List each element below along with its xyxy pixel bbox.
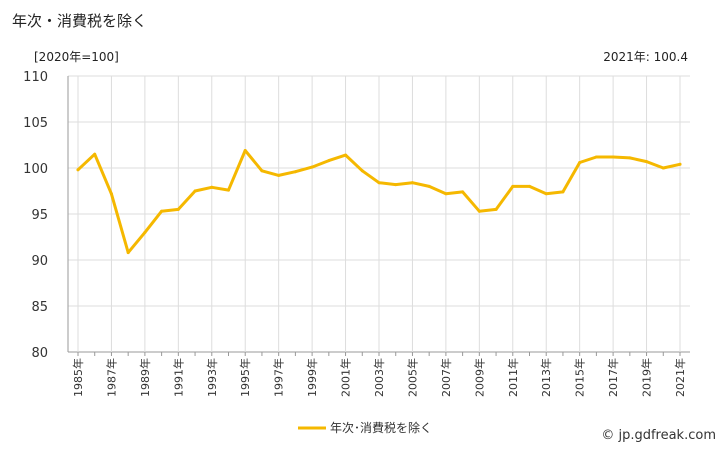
data-point (293, 170, 297, 174)
data-point (661, 166, 665, 170)
data-point (109, 192, 113, 196)
y-tick-label: 105 (23, 116, 48, 131)
data-point (628, 156, 632, 160)
y-tick-label: 90 (31, 254, 48, 269)
data-point (645, 160, 649, 164)
x-tick-label: 2007年 (439, 358, 453, 397)
x-tick-label: 2013年 (539, 358, 553, 397)
data-point (310, 165, 314, 169)
y-axis: 80 85 90 95 100 105 110 (23, 70, 48, 361)
data-point (377, 181, 381, 185)
data-point (160, 209, 164, 213)
data-point (394, 183, 398, 187)
legend: 年次･消費税を除く (298, 420, 432, 435)
x-tick-label: 1991年 (171, 358, 185, 397)
data-point (176, 207, 180, 211)
x-tick-label: 2015年 (573, 358, 587, 397)
data-point (360, 169, 364, 173)
data-point (327, 159, 331, 163)
data-point (210, 185, 214, 189)
data-point (594, 155, 598, 159)
x-tick-label: 2011年 (506, 358, 520, 397)
data-point (243, 149, 247, 152)
data-point (561, 190, 565, 194)
latest-value-note: 2021年: 100.4 (603, 50, 688, 64)
data-point (477, 209, 481, 213)
source-credit: © jp.gdfreak.com (601, 428, 716, 443)
data-point (410, 181, 414, 185)
data-point (143, 230, 147, 234)
data-point (528, 184, 531, 188)
data-point (544, 192, 548, 196)
data-point (678, 162, 682, 166)
x-tick-label: 1985年 (71, 358, 85, 397)
data-point (444, 192, 448, 196)
y-tick-label: 80 (31, 346, 48, 361)
y-tick-label: 85 (31, 300, 48, 315)
x-tick-label: 1987年 (104, 358, 118, 397)
data-point (511, 184, 515, 188)
y-tick-label: 95 (31, 208, 48, 223)
data-point (578, 161, 582, 164)
x-tick-label: 1997年 (272, 358, 286, 397)
unit-label: [2020年=100] (34, 50, 119, 64)
y-tick-label: 100 (23, 162, 48, 177)
data-point (76, 168, 80, 172)
x-tick-label: 1993年 (205, 358, 219, 397)
data-point (277, 173, 281, 177)
grid-lines (67, 75, 690, 356)
x-tick-label: 1989年 (138, 358, 152, 397)
x-tick-label: 1995年 (238, 358, 252, 397)
x-tick-label: 2021年 (673, 358, 687, 397)
series-layer (76, 149, 682, 255)
data-point (126, 251, 130, 255)
x-tick-label: 2005年 (405, 358, 419, 397)
x-tick-label: 2017年 (606, 358, 620, 397)
data-point (494, 207, 498, 211)
y-tick-label: 110 (23, 70, 48, 85)
chart-title: 年次・消費税を除く (12, 12, 148, 30)
data-point (344, 153, 348, 157)
x-axis: 1985年 1987年 1989年 1991年 1993年 1995年 1997年 1999年… (71, 358, 687, 397)
data-point (461, 190, 465, 194)
data-point (193, 189, 197, 193)
x-tick-label: 2001年 (339, 358, 353, 397)
data-point (260, 169, 264, 173)
x-tick-label: 2009年 (472, 358, 486, 397)
x-tick-label: 2019年 (640, 358, 654, 397)
x-tick-label: 1999年 (305, 358, 319, 397)
x-tick-label: 2003年 (372, 358, 386, 397)
data-point (93, 152, 97, 156)
data-point (227, 188, 230, 192)
data-point (427, 184, 431, 188)
legend-label: 年次･消費税を除く (330, 420, 432, 435)
data-point (611, 155, 615, 159)
